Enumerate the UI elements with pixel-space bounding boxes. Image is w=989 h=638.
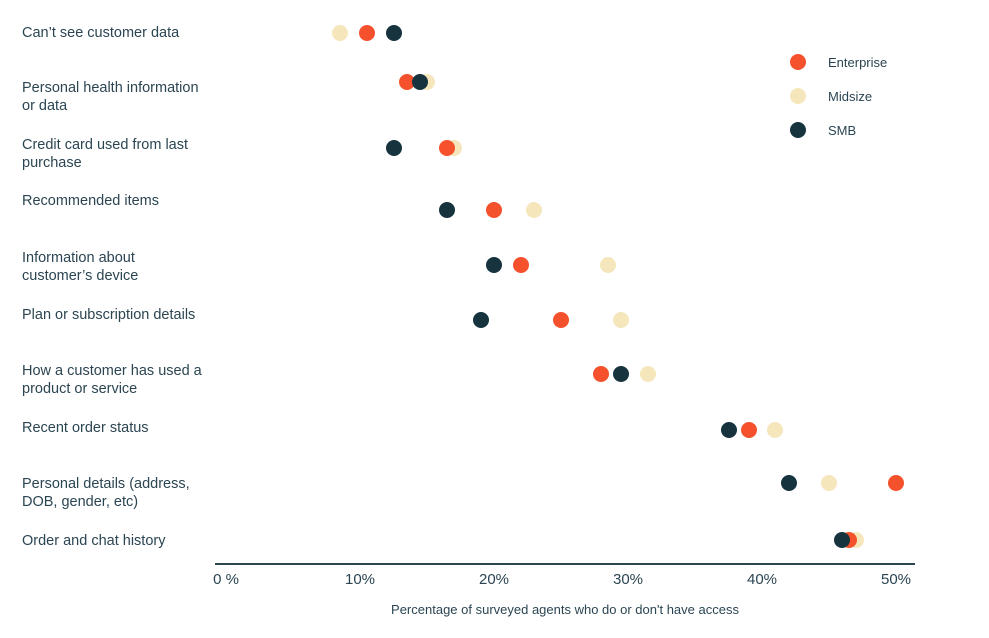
smb-data-dot (439, 202, 456, 218)
legend-label: Enterprise (828, 54, 888, 70)
category-label: Information about customer’s device (22, 250, 139, 284)
enterprise-data-dot (512, 257, 529, 273)
enterprise-data-dot (888, 475, 904, 491)
smb-data-dot (385, 25, 402, 41)
legend-item-smb: SMB (790, 122, 856, 138)
legend-dot-icon (790, 88, 806, 104)
category-label: Order and chat history (22, 533, 166, 549)
smb-data-dot (720, 422, 737, 438)
legend-item-enterprise: Enterprise (790, 54, 887, 70)
category-label: Can’t see customer data (22, 25, 180, 41)
category-label: Personal details (address, DOB, gender, … (22, 476, 190, 510)
x-axis-tick-label: 40% (746, 571, 778, 588)
category-label: Recommended items (22, 193, 159, 209)
smb-data-dot (834, 532, 851, 548)
smb-data-dot (385, 140, 402, 156)
x-axis-tick-label: 20% (478, 571, 510, 588)
category-label: Personal health information or data (22, 80, 199, 114)
category-label: Recent order status (22, 420, 149, 436)
legend-label: Midsize (828, 88, 873, 104)
midsize-data-dot (526, 202, 543, 218)
midsize-data-dot (640, 366, 657, 382)
x-axis-line (215, 563, 915, 565)
enterprise-data-dot (740, 422, 757, 438)
category-label: Plan or subscription details (22, 307, 196, 323)
x-axis-title: Percentage of surveyed agents who do or … (391, 602, 739, 617)
smb-data-dot (780, 475, 797, 491)
legend-dot-icon (790, 54, 806, 70)
enterprise-data-dot (486, 202, 502, 218)
midsize-data-dot (767, 422, 784, 438)
enterprise-data-dot (439, 140, 456, 156)
smb-data-dot (613, 366, 630, 382)
x-axis-tick-label: 50% (880, 571, 912, 588)
smb-data-dot (486, 257, 502, 273)
enterprise-data-dot (593, 366, 610, 382)
x-axis-tick-label: 30% (612, 571, 644, 588)
x-axis-tick-label: 10% (344, 571, 376, 588)
midsize-data-dot (331, 25, 348, 41)
midsize-data-dot (821, 475, 837, 491)
midsize-data-dot (613, 312, 630, 328)
enterprise-data-dot (398, 74, 415, 90)
legend-dot-icon (790, 122, 806, 138)
enterprise-data-dot (358, 25, 375, 41)
smb-data-dot (472, 312, 489, 328)
smb-data-dot (412, 74, 429, 90)
enterprise-data-dot (553, 312, 569, 328)
legend-label: SMB (828, 122, 857, 138)
midsize-data-dot (599, 257, 616, 273)
x-axis-tick-label: 0 % (213, 571, 239, 588)
category-label: How a customer has used a product or ser… (22, 363, 202, 397)
category-label: Credit card used from last purchase (22, 137, 189, 171)
legend-item-midsize: Midsize (790, 88, 872, 104)
